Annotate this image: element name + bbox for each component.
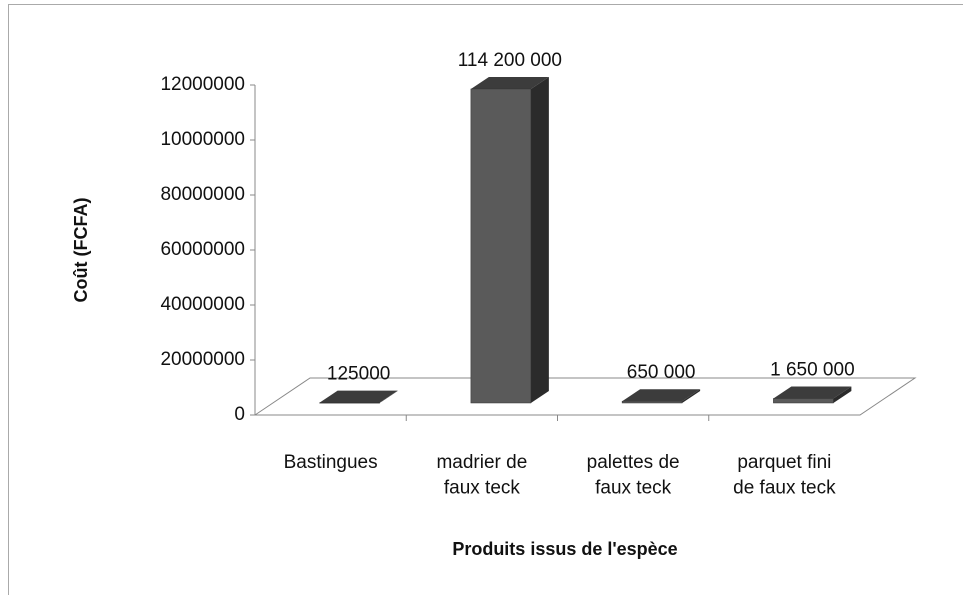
value-label: 114 200 000 [458,50,562,71]
y-tick-label: 60000000 [160,239,245,260]
bar [319,402,380,404]
chart-border [8,4,963,595]
y-tick-label: 40000000 [160,294,245,315]
bar-top [470,76,549,89]
y-axis-title: Coût (FCFA) [71,198,91,303]
x-tick-label: palettes de faux teck [587,452,680,499]
bar [773,398,834,404]
bar [621,400,683,404]
bar-top [622,389,701,402]
y-tick-label: 0 [234,404,245,425]
floor [253,377,917,416]
y-tick-label: 20000000 [160,349,245,370]
bar-side [379,390,398,403]
x-tick-label: madrier de faux teck [436,452,527,499]
bar-side [530,76,549,403]
y-tick-label: 10000000 [160,129,245,150]
value-label: 1 650 000 [770,359,855,380]
bar-side [833,386,852,403]
x-axis-title: Produits issus de l'espèce [452,539,677,559]
bar-top [773,386,852,399]
x-tick-label: Bastingues [284,452,378,473]
x-tick-label: parquet fini de faux teck [733,452,836,499]
y-tick-label: 80000000 [160,184,245,205]
bar [470,88,532,404]
value-label: 650 000 [627,362,696,383]
value-label: 125000 [327,364,390,385]
y-tick-label: 12000000 [160,74,245,95]
bar-top [319,390,398,403]
bar-side [682,389,701,403]
